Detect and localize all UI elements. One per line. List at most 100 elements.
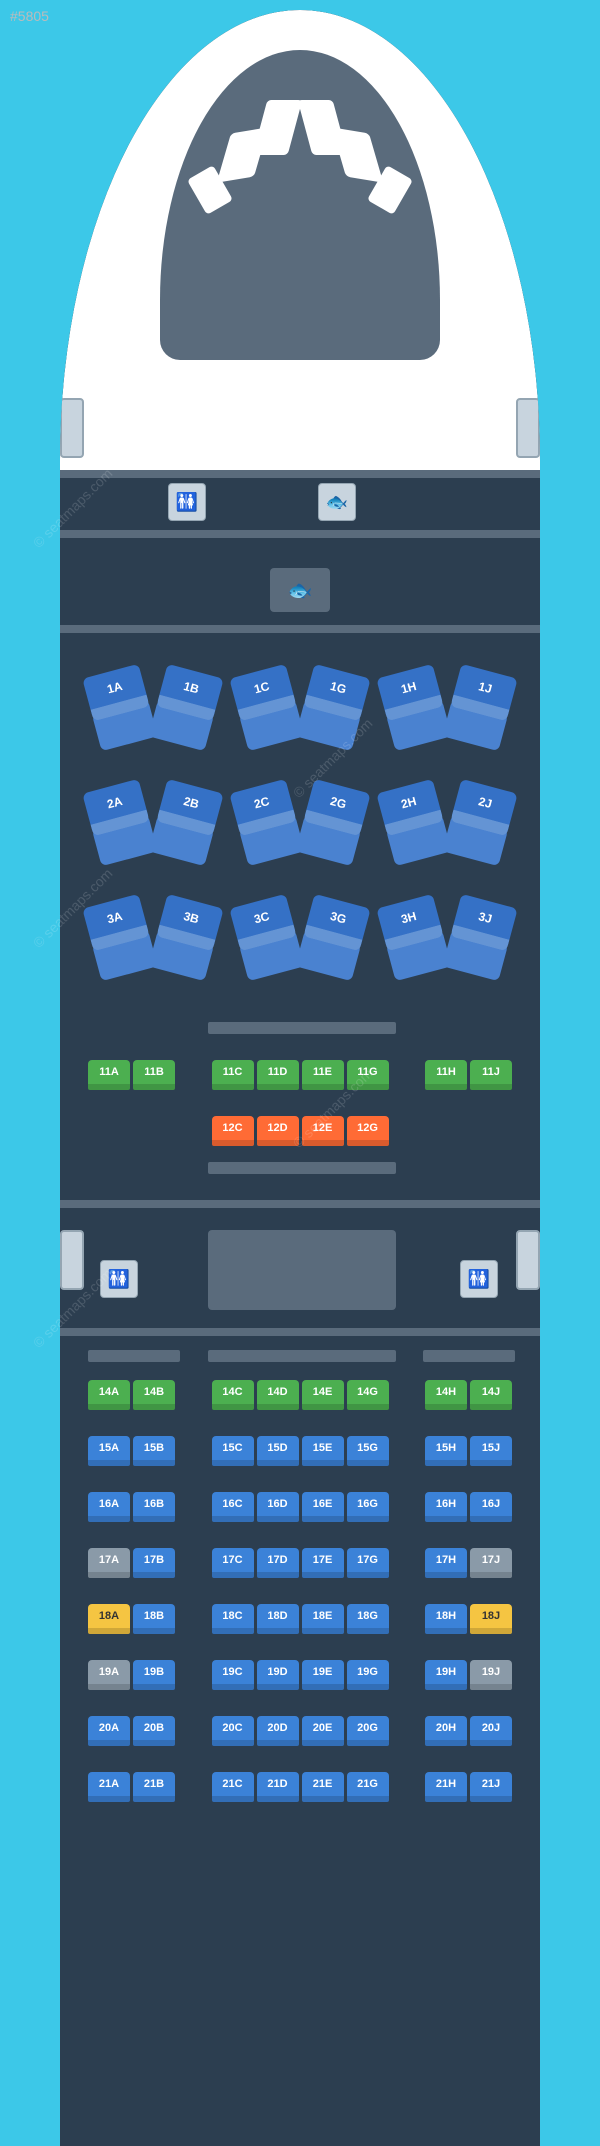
seat-18C[interactable]: 18C: [212, 1604, 254, 1634]
seat-16G[interactable]: 16G: [347, 1492, 389, 1522]
seat-17A[interactable]: 17A: [88, 1548, 130, 1578]
seat-15B[interactable]: 15B: [133, 1436, 175, 1466]
seat-17J[interactable]: 17J: [470, 1548, 512, 1578]
seat-20C[interactable]: 20C: [212, 1716, 254, 1746]
seat-3G[interactable]: 3G: [295, 894, 370, 981]
seat-2B[interactable]: 2B: [149, 779, 224, 866]
business-row-1: 1A1B1C1G1H1J: [60, 670, 540, 745]
seat-15D[interactable]: 15D: [257, 1436, 299, 1466]
seat-21B[interactable]: 21B: [133, 1772, 175, 1802]
seat-14J[interactable]: 14J: [470, 1380, 512, 1410]
seat-17B[interactable]: 17B: [133, 1548, 175, 1578]
seat-20G[interactable]: 20G: [347, 1716, 389, 1746]
seat-11C[interactable]: 11C: [212, 1060, 254, 1090]
seat-3B[interactable]: 3B: [149, 894, 224, 981]
seat-1J[interactable]: 1J: [442, 664, 517, 751]
seat-1H[interactable]: 1H: [376, 664, 451, 751]
seat-2H[interactable]: 2H: [376, 779, 451, 866]
aircraft-fuselage: 🚻🐟🚻🐟🚻🐟 1A1B1C1G1H1J2A2B2C2G2H2J3A3B3C3G3…: [60, 10, 540, 2146]
seat-11B[interactable]: 11B: [133, 1060, 175, 1090]
seat-19G[interactable]: 19G: [347, 1660, 389, 1690]
seat-3J[interactable]: 3J: [442, 894, 517, 981]
seat-2J[interactable]: 2J: [442, 779, 517, 866]
seat-20A[interactable]: 20A: [88, 1716, 130, 1746]
seat-15G[interactable]: 15G: [347, 1436, 389, 1466]
seat-17E[interactable]: 17E: [302, 1548, 344, 1578]
seat-19C[interactable]: 19C: [212, 1660, 254, 1690]
seat-21D[interactable]: 21D: [257, 1772, 299, 1802]
seat-3A[interactable]: 3A: [83, 894, 158, 981]
seat-16H[interactable]: 16H: [425, 1492, 467, 1522]
bulkhead-divider: [60, 530, 540, 538]
seat-16C[interactable]: 16C: [212, 1492, 254, 1522]
seat-16E[interactable]: 16E: [302, 1492, 344, 1522]
seat-12D[interactable]: 12D: [257, 1116, 299, 1146]
seat-11H[interactable]: 11H: [425, 1060, 467, 1090]
seat-18D[interactable]: 18D: [257, 1604, 299, 1634]
seat-18G[interactable]: 18G: [347, 1604, 389, 1634]
seat-11A[interactable]: 11A: [88, 1060, 130, 1090]
seat-21A[interactable]: 21A: [88, 1772, 130, 1802]
seat-17D[interactable]: 17D: [257, 1548, 299, 1578]
seat-21H[interactable]: 21H: [425, 1772, 467, 1802]
seat-2G[interactable]: 2G: [295, 779, 370, 866]
seat-19D[interactable]: 19D: [257, 1660, 299, 1690]
seat-16J[interactable]: 16J: [470, 1492, 512, 1522]
seat-20J[interactable]: 20J: [470, 1716, 512, 1746]
seat-15E[interactable]: 15E: [302, 1436, 344, 1466]
seat-1A[interactable]: 1A: [83, 664, 158, 751]
seat-16D[interactable]: 16D: [257, 1492, 299, 1522]
seat-14D[interactable]: 14D: [257, 1380, 299, 1410]
seat-14B[interactable]: 14B: [133, 1380, 175, 1410]
seat-21J[interactable]: 21J: [470, 1772, 512, 1802]
seat-1B[interactable]: 1B: [149, 664, 224, 751]
seat-15J[interactable]: 15J: [470, 1436, 512, 1466]
seat-14A[interactable]: 14A: [88, 1380, 130, 1410]
seat-11G[interactable]: 11G: [347, 1060, 389, 1090]
seat-19B[interactable]: 19B: [133, 1660, 175, 1690]
seat-14G[interactable]: 14G: [347, 1380, 389, 1410]
seat-17C[interactable]: 17C: [212, 1548, 254, 1578]
seat-15C[interactable]: 15C: [212, 1436, 254, 1466]
seat-3H[interactable]: 3H: [376, 894, 451, 981]
seat-18B[interactable]: 18B: [133, 1604, 175, 1634]
seat-20E[interactable]: 20E: [302, 1716, 344, 1746]
seat-14E[interactable]: 14E: [302, 1380, 344, 1410]
seat-3C[interactable]: 3C: [229, 894, 304, 981]
seat-18H[interactable]: 18H: [425, 1604, 467, 1634]
seat-12C[interactable]: 12C: [212, 1116, 254, 1146]
seat-21E[interactable]: 21E: [302, 1772, 344, 1802]
seat-18E[interactable]: 18E: [302, 1604, 344, 1634]
seat-16B[interactable]: 16B: [133, 1492, 175, 1522]
seat-17H[interactable]: 17H: [425, 1548, 467, 1578]
seat-1C[interactable]: 1C: [229, 664, 304, 751]
seat-11E[interactable]: 11E: [302, 1060, 344, 1090]
seat-11D[interactable]: 11D: [257, 1060, 299, 1090]
seat-12G[interactable]: 12G: [347, 1116, 389, 1146]
seat-19H[interactable]: 19H: [425, 1660, 467, 1690]
bulkhead-divider: [60, 625, 540, 633]
seat-15A[interactable]: 15A: [88, 1436, 130, 1466]
seat-1G[interactable]: 1G: [295, 664, 370, 751]
seat-17G[interactable]: 17G: [347, 1548, 389, 1578]
economy-row-17: 17A17B 17C17D17E17G 17H17J: [60, 1548, 540, 1578]
seat-15H[interactable]: 15H: [425, 1436, 467, 1466]
seat-20B[interactable]: 20B: [133, 1716, 175, 1746]
seat-19J[interactable]: 19J: [470, 1660, 512, 1690]
seat-21G[interactable]: 21G: [347, 1772, 389, 1802]
seat-14H[interactable]: 14H: [425, 1380, 467, 1410]
seat-21C[interactable]: 21C: [212, 1772, 254, 1802]
seat-20H[interactable]: 20H: [425, 1716, 467, 1746]
seat-2A[interactable]: 2A: [83, 779, 158, 866]
economy-row-21: 21A21B 21C21D21E21G 21H21J: [60, 1772, 540, 1802]
seat-2C[interactable]: 2C: [229, 779, 304, 866]
seat-19E[interactable]: 19E: [302, 1660, 344, 1690]
seat-12E[interactable]: 12E: [302, 1116, 344, 1146]
seat-14C[interactable]: 14C: [212, 1380, 254, 1410]
seat-16A[interactable]: 16A: [88, 1492, 130, 1522]
seat-18J[interactable]: 18J: [470, 1604, 512, 1634]
seat-18A[interactable]: 18A: [88, 1604, 130, 1634]
seat-19A[interactable]: 19A: [88, 1660, 130, 1690]
seat-20D[interactable]: 20D: [257, 1716, 299, 1746]
seat-11J[interactable]: 11J: [470, 1060, 512, 1090]
